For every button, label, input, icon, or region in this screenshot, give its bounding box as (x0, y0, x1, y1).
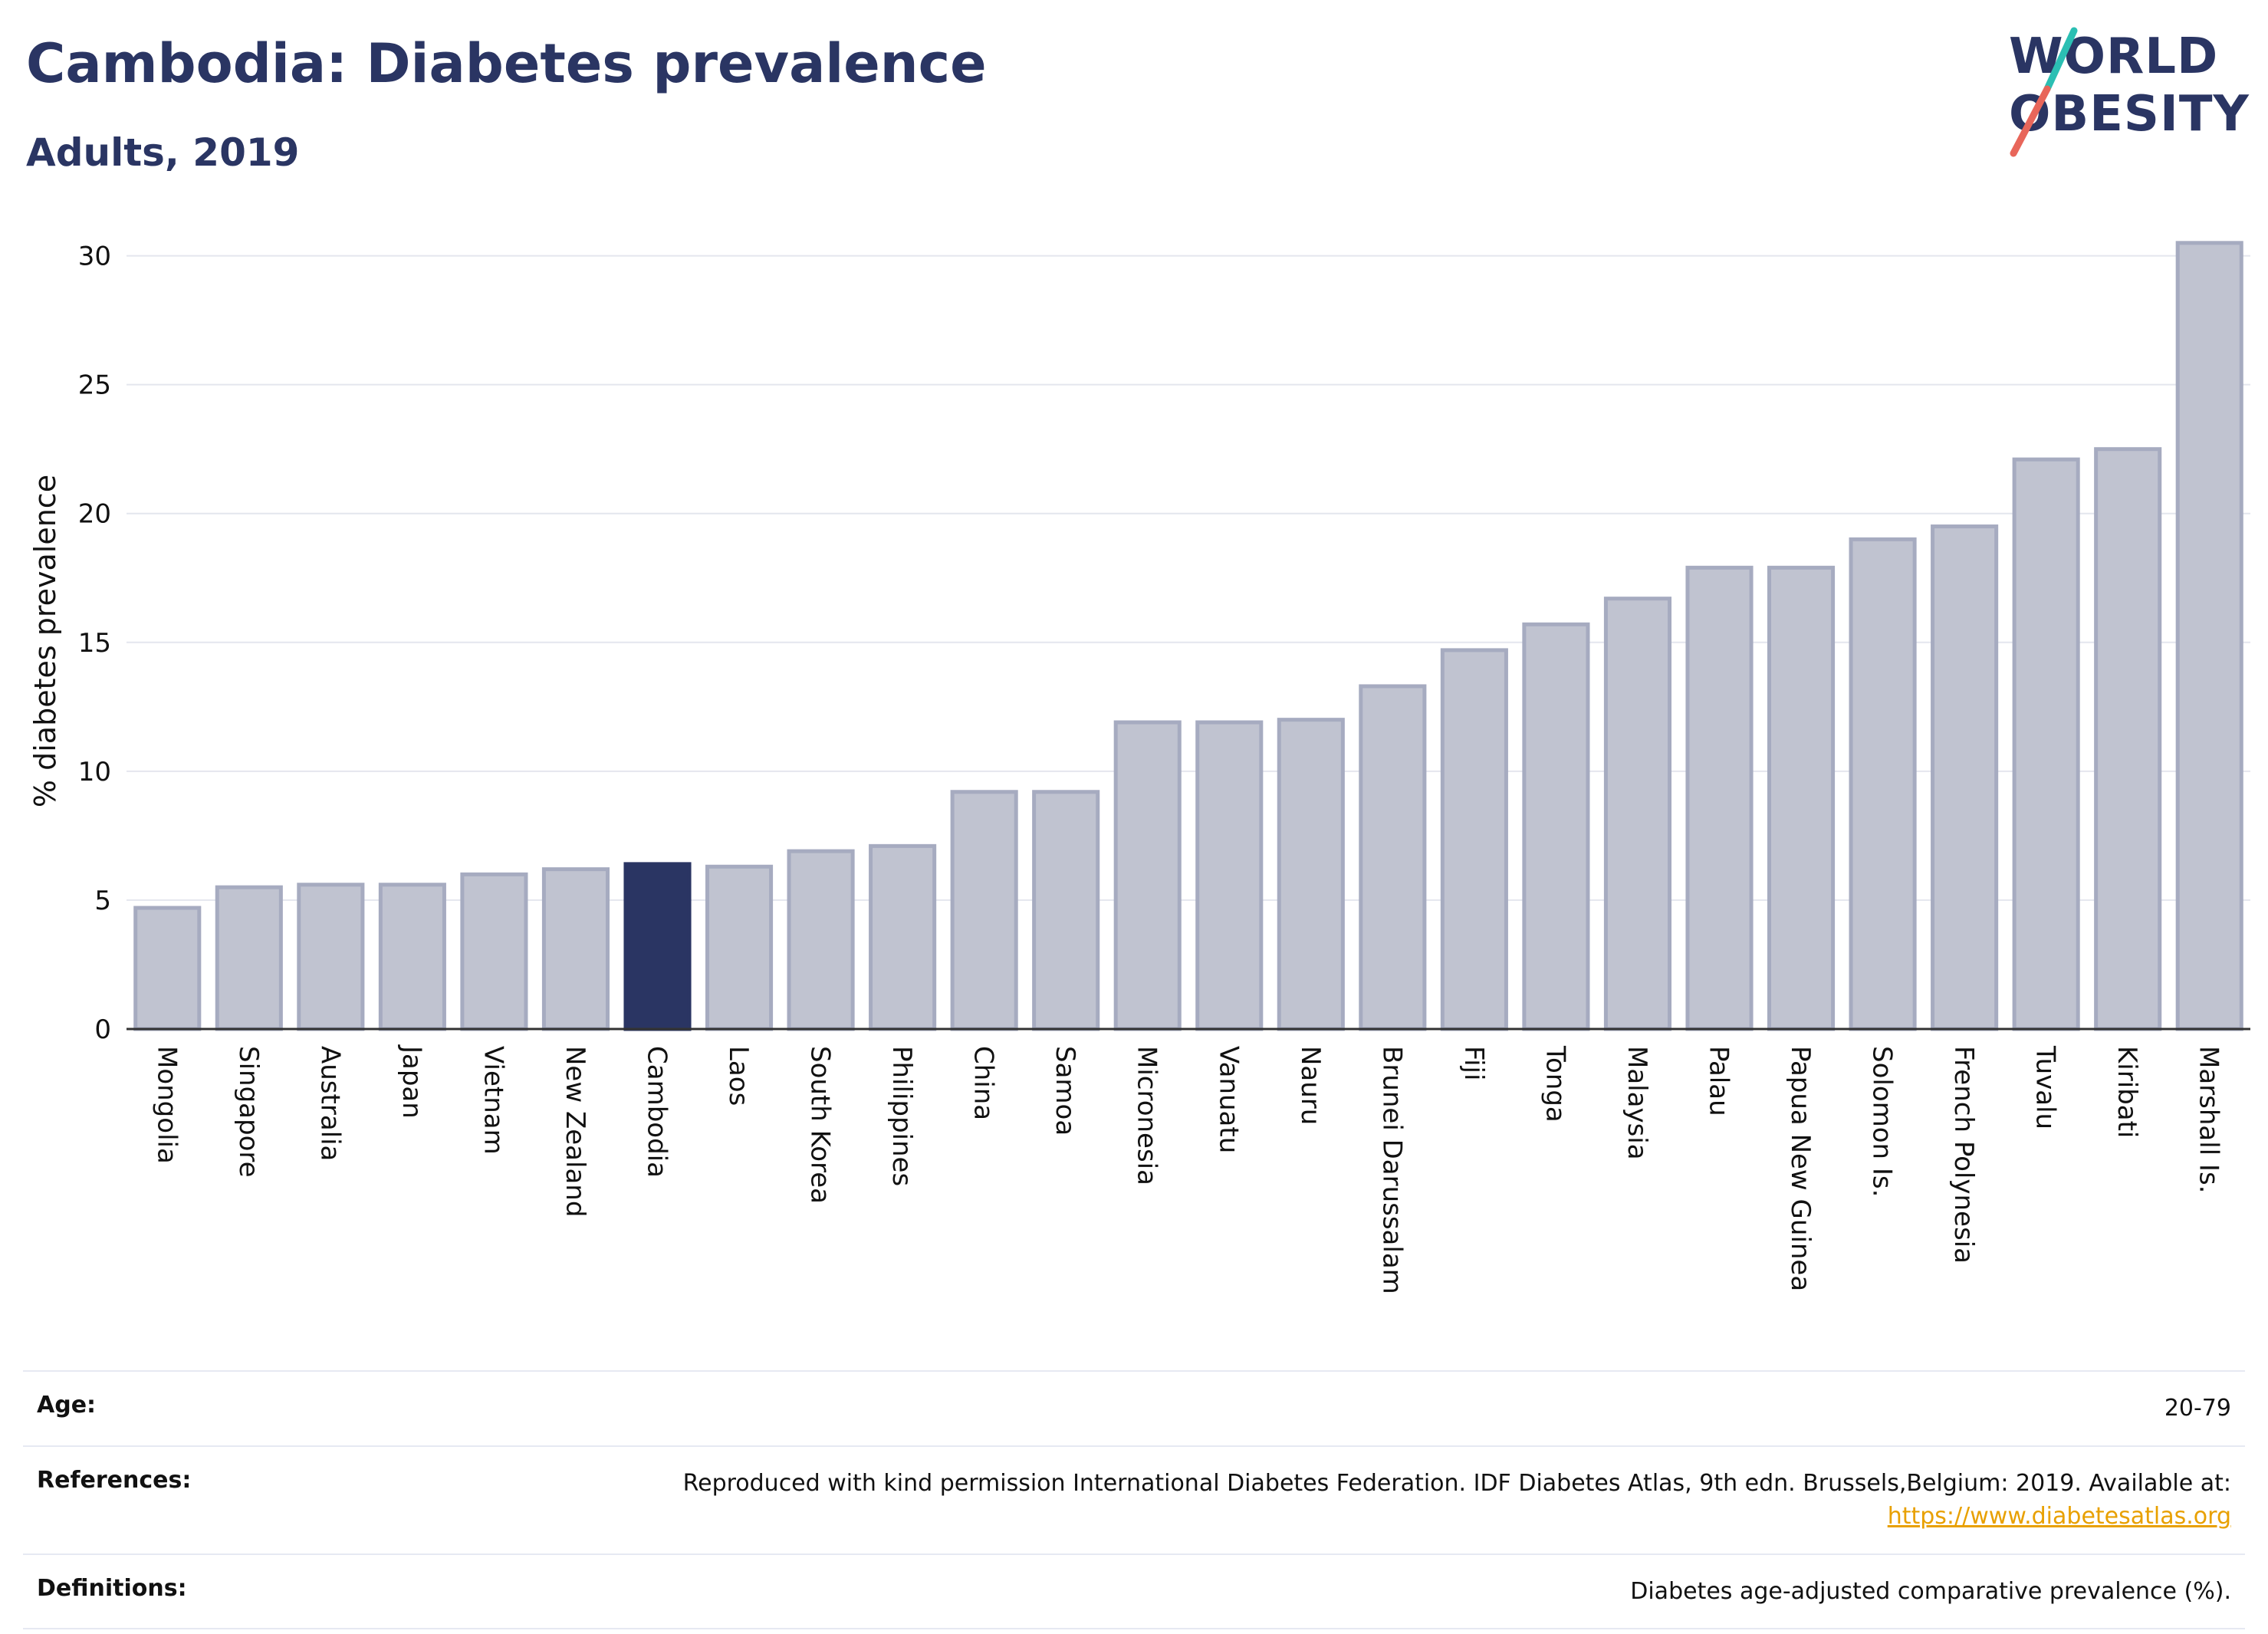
x-tick-label: Samoa (1050, 1046, 1080, 1136)
y-tick-label: 20 (78, 499, 111, 530)
bar-malaysia (1603, 597, 1672, 1031)
bar-vanuatu (1195, 720, 1264, 1031)
age-value: 20-79 (434, 1370, 2245, 1447)
x-tick-label: Australia (314, 1046, 345, 1161)
bar-micronesia (1113, 720, 1182, 1031)
x-tick-label: Vietnam (478, 1046, 508, 1155)
x-tick-label: Laos (723, 1046, 754, 1106)
y-tick-label: 15 (78, 628, 111, 659)
bar-brunei-darussalam (1359, 684, 1427, 1031)
x-tick-label: Nauru (1295, 1046, 1326, 1125)
chart-subtitle: Adults, 2019 (26, 130, 300, 175)
x-tick-label: Palau (1704, 1046, 1734, 1116)
x-tick-label: Philippines (886, 1046, 917, 1186)
references-key: References: (23, 1445, 434, 1555)
bar-solomon-is (1849, 537, 1917, 1031)
x-tick-label: Cambodia (642, 1046, 672, 1178)
x-tick-label: Vanuatu (1213, 1046, 1244, 1153)
x-tick-label: New Zealand (560, 1046, 590, 1217)
bar-japan (378, 883, 446, 1031)
x-tick-label: Marshall Is. (2194, 1046, 2224, 1194)
x-tick-label: Malaysia (1622, 1046, 1652, 1160)
x-tick-label: China (968, 1046, 999, 1120)
bar-cambodia (623, 862, 692, 1031)
bar-laos (705, 864, 774, 1031)
table-row: Age: 20-79 (23, 1370, 2245, 1447)
x-tick-label: Kiribati (2112, 1046, 2142, 1138)
bars (133, 241, 2243, 1031)
x-tick-label: French Polynesia (1948, 1046, 1979, 1264)
y-tick-label: 5 (94, 886, 111, 916)
x-tick-label: Tuvalu (2030, 1045, 2061, 1129)
bar-french-polynesia (1931, 524, 1999, 1031)
world-obesity-logo: WORLD OBESITY (2009, 27, 2250, 157)
x-tick-label: Tonga (1540, 1045, 1570, 1123)
y-tick-labels: 0 5 10 15 20 25 30 (78, 242, 111, 1045)
x-tick-label: South Korea (805, 1046, 836, 1204)
logo-word-obesity: OBESITY (2009, 86, 2250, 143)
table-row: Definitions: Diabetes age-adjusted compa… (23, 1553, 2245, 1629)
logo-word-world: WORLD (2009, 28, 2218, 85)
logo-slash-coral (2010, 85, 2051, 157)
bar-china (950, 790, 1018, 1031)
y-tick-label: 0 (94, 1014, 111, 1045)
references-cell: Reproduced with kind permission Internat… (434, 1445, 2245, 1555)
age-key: Age: (23, 1370, 434, 1447)
bar-nauru (1277, 718, 1345, 1031)
x-tick-label: Micronesia (1132, 1046, 1162, 1185)
table-row: References: Reproduced with kind permiss… (23, 1445, 2245, 1555)
definitions-value: Diabetes age-adjusted comparative preval… (434, 1553, 2245, 1629)
bar-samoa (1032, 790, 1100, 1031)
x-tick-label: Mongolia (151, 1046, 182, 1164)
bar-tuvalu (2012, 457, 2080, 1031)
y-axis-title: % diabetes prevalence (28, 475, 62, 807)
x-tick-label: Singapore (233, 1046, 264, 1178)
y-tick-label: 30 (78, 242, 111, 272)
chart-title: Cambodia: Diabetes prevalence (26, 32, 987, 95)
x-tick-label: Solomon Is. (1867, 1046, 1898, 1197)
bar-fiji (1440, 648, 1508, 1031)
logo-slash-teal (2043, 27, 2078, 93)
bar-kiribati (2094, 447, 2162, 1031)
y-tick-label: 10 (78, 757, 111, 787)
bar-singapore (215, 885, 283, 1031)
bar-papua-new-guinea (1767, 565, 1836, 1031)
bar-new-zealand (541, 867, 610, 1031)
bar-chart: 0 5 10 15 20 25 30 Mongolia Singapore Australia J… (28, 241, 2250, 1294)
bar-palau (1685, 565, 1754, 1031)
bar-vietnam (460, 872, 528, 1031)
info-table: Age: 20-79 References: Reproduced with k… (23, 1370, 2245, 1629)
bar-marshall-is (2175, 241, 2243, 1031)
bar-tonga (1522, 622, 1590, 1031)
bar-mongolia (133, 906, 202, 1031)
x-tick-label: Japan (396, 1044, 427, 1119)
bar-south-korea (787, 849, 855, 1031)
x-tick-label: Papua New Guinea (1785, 1046, 1816, 1291)
x-tick-label: Fiji (1458, 1046, 1489, 1080)
definitions-key: Definitions: (23, 1553, 434, 1629)
diabetes-atlas-link[interactable]: https://www.diabetesatlas.org (1887, 1503, 2231, 1530)
x-tick-labels: Mongolia Singapore Australia Japan Vietnam Ne… (151, 1044, 2224, 1294)
x-tick-label: Brunei Darussalam (1376, 1046, 1407, 1294)
bar-australia (297, 883, 365, 1031)
bar-philippines (869, 843, 937, 1031)
references-value: Reproduced with kind permission Internat… (682, 1469, 2231, 1497)
y-tick-label: 25 (78, 370, 111, 401)
